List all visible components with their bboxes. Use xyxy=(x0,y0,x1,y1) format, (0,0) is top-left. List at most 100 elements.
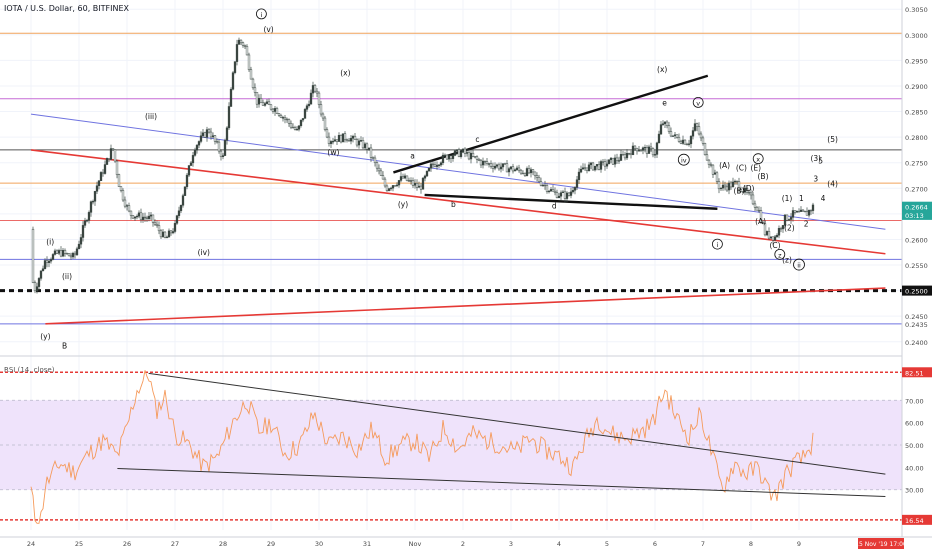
candle-body xyxy=(229,88,233,107)
candle-body xyxy=(315,90,319,94)
candle-body xyxy=(51,254,55,260)
candle-body xyxy=(59,250,63,257)
candle-body xyxy=(457,149,461,157)
candle-body xyxy=(593,165,597,171)
candle-body xyxy=(325,129,329,138)
candle-body xyxy=(335,139,339,142)
candle-body xyxy=(195,144,199,151)
price-badge xyxy=(902,209,932,220)
candle-body xyxy=(427,167,431,172)
candle-body xyxy=(235,44,239,62)
candle-body xyxy=(675,134,679,138)
candle-body xyxy=(417,185,421,188)
candle-body xyxy=(33,282,37,292)
candle-body xyxy=(123,199,127,207)
candle-body xyxy=(789,217,793,220)
time-badge xyxy=(858,538,904,549)
candle-body xyxy=(337,135,341,142)
candle-body xyxy=(119,186,123,191)
candle-body xyxy=(765,231,769,236)
wave-label: (3) xyxy=(810,154,821,163)
candle-body xyxy=(727,182,731,191)
candle-body xyxy=(453,150,457,156)
candle-body xyxy=(485,161,489,164)
time-badge-text: 15 Nov '19 17:00 xyxy=(855,541,907,548)
candle-body xyxy=(79,237,83,245)
candle-body xyxy=(35,286,39,292)
candle-body xyxy=(215,140,219,143)
candle-body xyxy=(645,147,649,154)
candle-body xyxy=(363,143,367,149)
candle-body xyxy=(155,223,159,226)
candle-body xyxy=(57,250,61,254)
candle-body xyxy=(643,147,647,149)
candle-body xyxy=(609,157,613,160)
candle-body xyxy=(393,185,397,187)
candle-body xyxy=(443,154,447,157)
candle-body xyxy=(521,172,525,175)
candle-body xyxy=(141,216,145,220)
candle-body xyxy=(573,187,577,191)
candle-body xyxy=(437,164,441,166)
time-tick-label: 25 xyxy=(75,540,83,548)
candle-body xyxy=(633,145,637,149)
candle-body xyxy=(493,165,497,169)
candle-body xyxy=(611,157,615,165)
candle-body xyxy=(479,160,483,166)
candle-body xyxy=(377,167,381,172)
candle-body xyxy=(627,152,631,155)
wave-annotations: (y)B(i)(ii)(iii)(iv)i(v)(x)(w)(y)abcd(x)… xyxy=(40,8,838,350)
candle-body xyxy=(115,160,119,175)
candle-body xyxy=(83,220,87,226)
candle-body xyxy=(67,253,71,257)
candle-body xyxy=(91,201,95,203)
candle-body xyxy=(791,210,795,218)
wave-label: (E) xyxy=(751,163,762,172)
candle-body xyxy=(629,153,633,156)
rsi-line xyxy=(30,370,814,524)
candle-body xyxy=(47,260,51,263)
candle-body xyxy=(45,260,49,263)
candle-body xyxy=(651,148,655,156)
candle-body xyxy=(285,118,289,121)
candle-body xyxy=(207,129,211,133)
candle-body xyxy=(757,209,761,212)
candle-body xyxy=(559,192,563,197)
candle-body xyxy=(667,125,671,132)
candle-body xyxy=(473,156,477,158)
candle-body xyxy=(713,172,717,175)
candle-body xyxy=(255,92,259,105)
price-badge xyxy=(902,285,932,296)
candle-body xyxy=(613,157,617,165)
candle-body xyxy=(299,119,303,126)
candle-body xyxy=(447,155,451,160)
wave-label: (v) xyxy=(263,25,273,34)
candle-body xyxy=(305,105,309,110)
candle-body xyxy=(247,54,251,71)
candle-body xyxy=(567,192,571,196)
candle-body xyxy=(621,154,625,156)
candle-body xyxy=(133,216,137,219)
candle-body xyxy=(425,170,429,177)
wave-label: (B) xyxy=(734,186,745,195)
candle-body xyxy=(87,212,91,221)
candle-body xyxy=(295,129,299,131)
price-tick-label: 0.2800 xyxy=(905,134,928,142)
trend-line xyxy=(45,287,886,325)
candle-body xyxy=(715,172,719,182)
candle-body xyxy=(557,195,561,199)
candle-body xyxy=(107,158,111,160)
time-tick-label: 8 xyxy=(749,540,753,548)
candle-body xyxy=(409,180,413,182)
candle-body xyxy=(237,39,241,45)
candle-body xyxy=(403,175,407,179)
candle-body xyxy=(661,123,665,125)
rsi-trend-line xyxy=(117,467,886,497)
price-badge-text: 0.2500 xyxy=(905,288,928,296)
candle-body xyxy=(309,92,313,105)
candle-body xyxy=(263,103,267,106)
candle-body xyxy=(415,183,419,188)
candle-body xyxy=(147,215,151,219)
